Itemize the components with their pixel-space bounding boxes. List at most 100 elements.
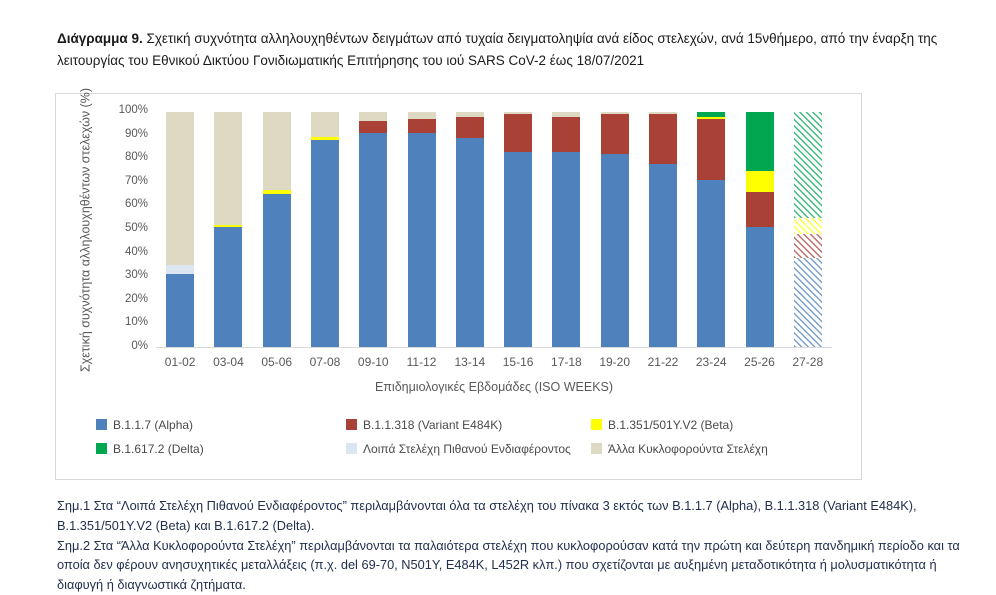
bar-segment — [600, 154, 629, 347]
bar-segment — [166, 264, 195, 275]
bar-segment — [262, 194, 291, 347]
legend-label-beta: B.1.351/501Y.V2 (Beta) — [608, 418, 734, 432]
bar-segment — [214, 112, 243, 225]
legend-swatch-other-voi — [346, 443, 357, 454]
legend-swatch-other-circulating — [591, 443, 602, 454]
bar-column-25-26 — [735, 112, 783, 347]
bar-segment — [600, 114, 629, 155]
bar-segment — [214, 227, 243, 347]
legend-swatch-e484k — [346, 419, 357, 430]
legend-label-other-circulating: Άλλα Κυκλοφορούντα Στελέχη — [608, 442, 768, 456]
bar-segment — [504, 151, 533, 347]
x-tick-label: 27-28 — [792, 355, 824, 369]
x-tick-label: 11-12 — [406, 355, 437, 369]
bar-segment — [407, 119, 436, 134]
stacked-bar — [214, 112, 243, 347]
figure-caption: Διάγραμμα 9. Σχετική συχνότητα αλληλουχη… — [57, 28, 969, 71]
legend-swatch-alpha — [96, 419, 107, 430]
x-tick-label: 17-18 — [551, 355, 582, 369]
bar-segment — [745, 227, 774, 347]
bar-segment — [359, 133, 388, 347]
bar-segment — [407, 133, 436, 347]
legend-label-alpha: B.1.1.7 (Alpha) — [113, 418, 194, 432]
bar-segment — [648, 114, 677, 164]
bar-segment — [214, 224, 243, 228]
bar-segment — [552, 112, 581, 117]
stacked-bar — [697, 112, 726, 347]
legend-swatch-beta — [591, 419, 602, 430]
bar-segment — [745, 191, 774, 228]
footnotes: Σημ.1 Στα “Λοιπά Στελέχη Πιθανού Ενδιαφέ… — [57, 496, 975, 595]
bar-segment — [697, 180, 726, 347]
legend-item-alpha: B.1.1.7 (Alpha) — [96, 418, 346, 432]
stacked-bar — [407, 112, 436, 347]
bar-column-21-22 — [639, 112, 687, 347]
bar-segment — [745, 170, 774, 192]
stacked-bar — [745, 112, 774, 347]
bar-segment — [262, 189, 291, 195]
y-tick-label: 30% — [124, 269, 148, 282]
x-tick-label: 25-26 — [744, 355, 775, 369]
bar-column-09-10 — [349, 112, 397, 347]
x-axis-title: Επιδημιολογικές Εβδομάδες (ISO WEEKS) — [374, 380, 614, 394]
bar-column-27-28 — [784, 112, 832, 347]
legend-swatch-delta — [96, 443, 107, 454]
stacked-bar — [504, 112, 533, 347]
bar-segment — [600, 112, 629, 115]
x-tick-label: 13-14 — [454, 355, 486, 369]
bar-segment — [793, 257, 822, 347]
bar-segment — [697, 116, 726, 120]
bar-column-13-14 — [446, 112, 494, 347]
bar-column-23-24 — [687, 112, 735, 347]
y-tick-label: 40% — [124, 245, 148, 258]
bar-column-01-02 — [156, 112, 204, 347]
legend-label-e484k: B.1.1.318 (Variant E484K) — [363, 418, 503, 432]
bar-segment — [310, 136, 339, 141]
stacked-bar — [552, 112, 581, 347]
y-tick-label: 50% — [124, 222, 148, 234]
footnote-2: Σημ.2 Στα “Άλλα Κυκλοφορούντα Στελέχη” π… — [57, 537, 960, 593]
bar-segment — [504, 114, 533, 152]
bar-segment — [359, 112, 388, 122]
figure-label: Διάγραμμα 9. — [57, 31, 143, 46]
stacked-bar — [310, 112, 339, 347]
stacked-bar — [359, 112, 388, 347]
legend-label-other-voi: Λοιπά Στελέχη Πιθανού Ενδιαφέροντος — [363, 442, 571, 456]
bar-segment — [793, 234, 822, 258]
y-tick-label: 20% — [124, 292, 148, 305]
y-tick-label: 100% — [118, 104, 148, 116]
legend-label-delta: B.1.617.2 (Delta) — [113, 442, 204, 456]
bar-segment — [166, 112, 195, 265]
bar-column-07-08 — [301, 112, 349, 347]
y-tick-label: 0% — [131, 340, 148, 352]
bar-segment — [455, 137, 484, 347]
bar-segment — [310, 140, 339, 347]
bar-column-11-12 — [397, 112, 445, 347]
y-tick-label: 60% — [124, 198, 148, 211]
bar-column-19-20 — [591, 112, 639, 347]
legend: B.1.1.7 (Alpha) B.1.1.318 (Variant E484K… — [96, 418, 846, 456]
x-tick-label: 03-04 — [213, 355, 244, 369]
legend-item-delta: B.1.617.2 (Delta) — [96, 442, 346, 456]
bar-segment — [793, 112, 822, 218]
bar-column-15-16 — [494, 112, 542, 347]
y-tick-label: 10% — [124, 316, 148, 329]
x-tick-row: 01-02 03-04 05-06 07-08 09-10 11-12 13-14 15-16… — [156, 355, 832, 369]
chart-frame: Σχετική συχνότητα αλληλουχηθέντων στελεχ… — [55, 88, 862, 480]
stacked-bar — [600, 112, 629, 347]
bar-segment — [552, 116, 581, 152]
legend-item-other-circulating: Άλλα Κυκλοφορούντα Στελέχη — [591, 442, 846, 456]
x-tick-label: 09-10 — [357, 355, 389, 369]
bar-segment — [166, 274, 195, 347]
bar-segment — [310, 112, 339, 137]
x-tick-label: 23-24 — [695, 355, 727, 369]
legend-item-beta: B.1.351/501Y.V2 (Beta) — [591, 418, 846, 432]
bar-column-05-06 — [253, 112, 301, 347]
bar-segment — [504, 112, 533, 115]
legend-item-other-voi: Λοιπά Στελέχη Πιθανού Ενδιαφέροντος — [346, 442, 591, 456]
stacked-bar — [455, 112, 484, 347]
bar-column-03-04 — [204, 112, 252, 347]
figure-caption-text: Σχετική συχνότητα αλληλουχηθέντων δειγμά… — [57, 31, 938, 68]
footnote-1: Σημ.1 Στα “Λοιπά Στελέχη Πιθανού Ενδιαφέ… — [57, 498, 917, 533]
bars-area — [156, 112, 832, 348]
